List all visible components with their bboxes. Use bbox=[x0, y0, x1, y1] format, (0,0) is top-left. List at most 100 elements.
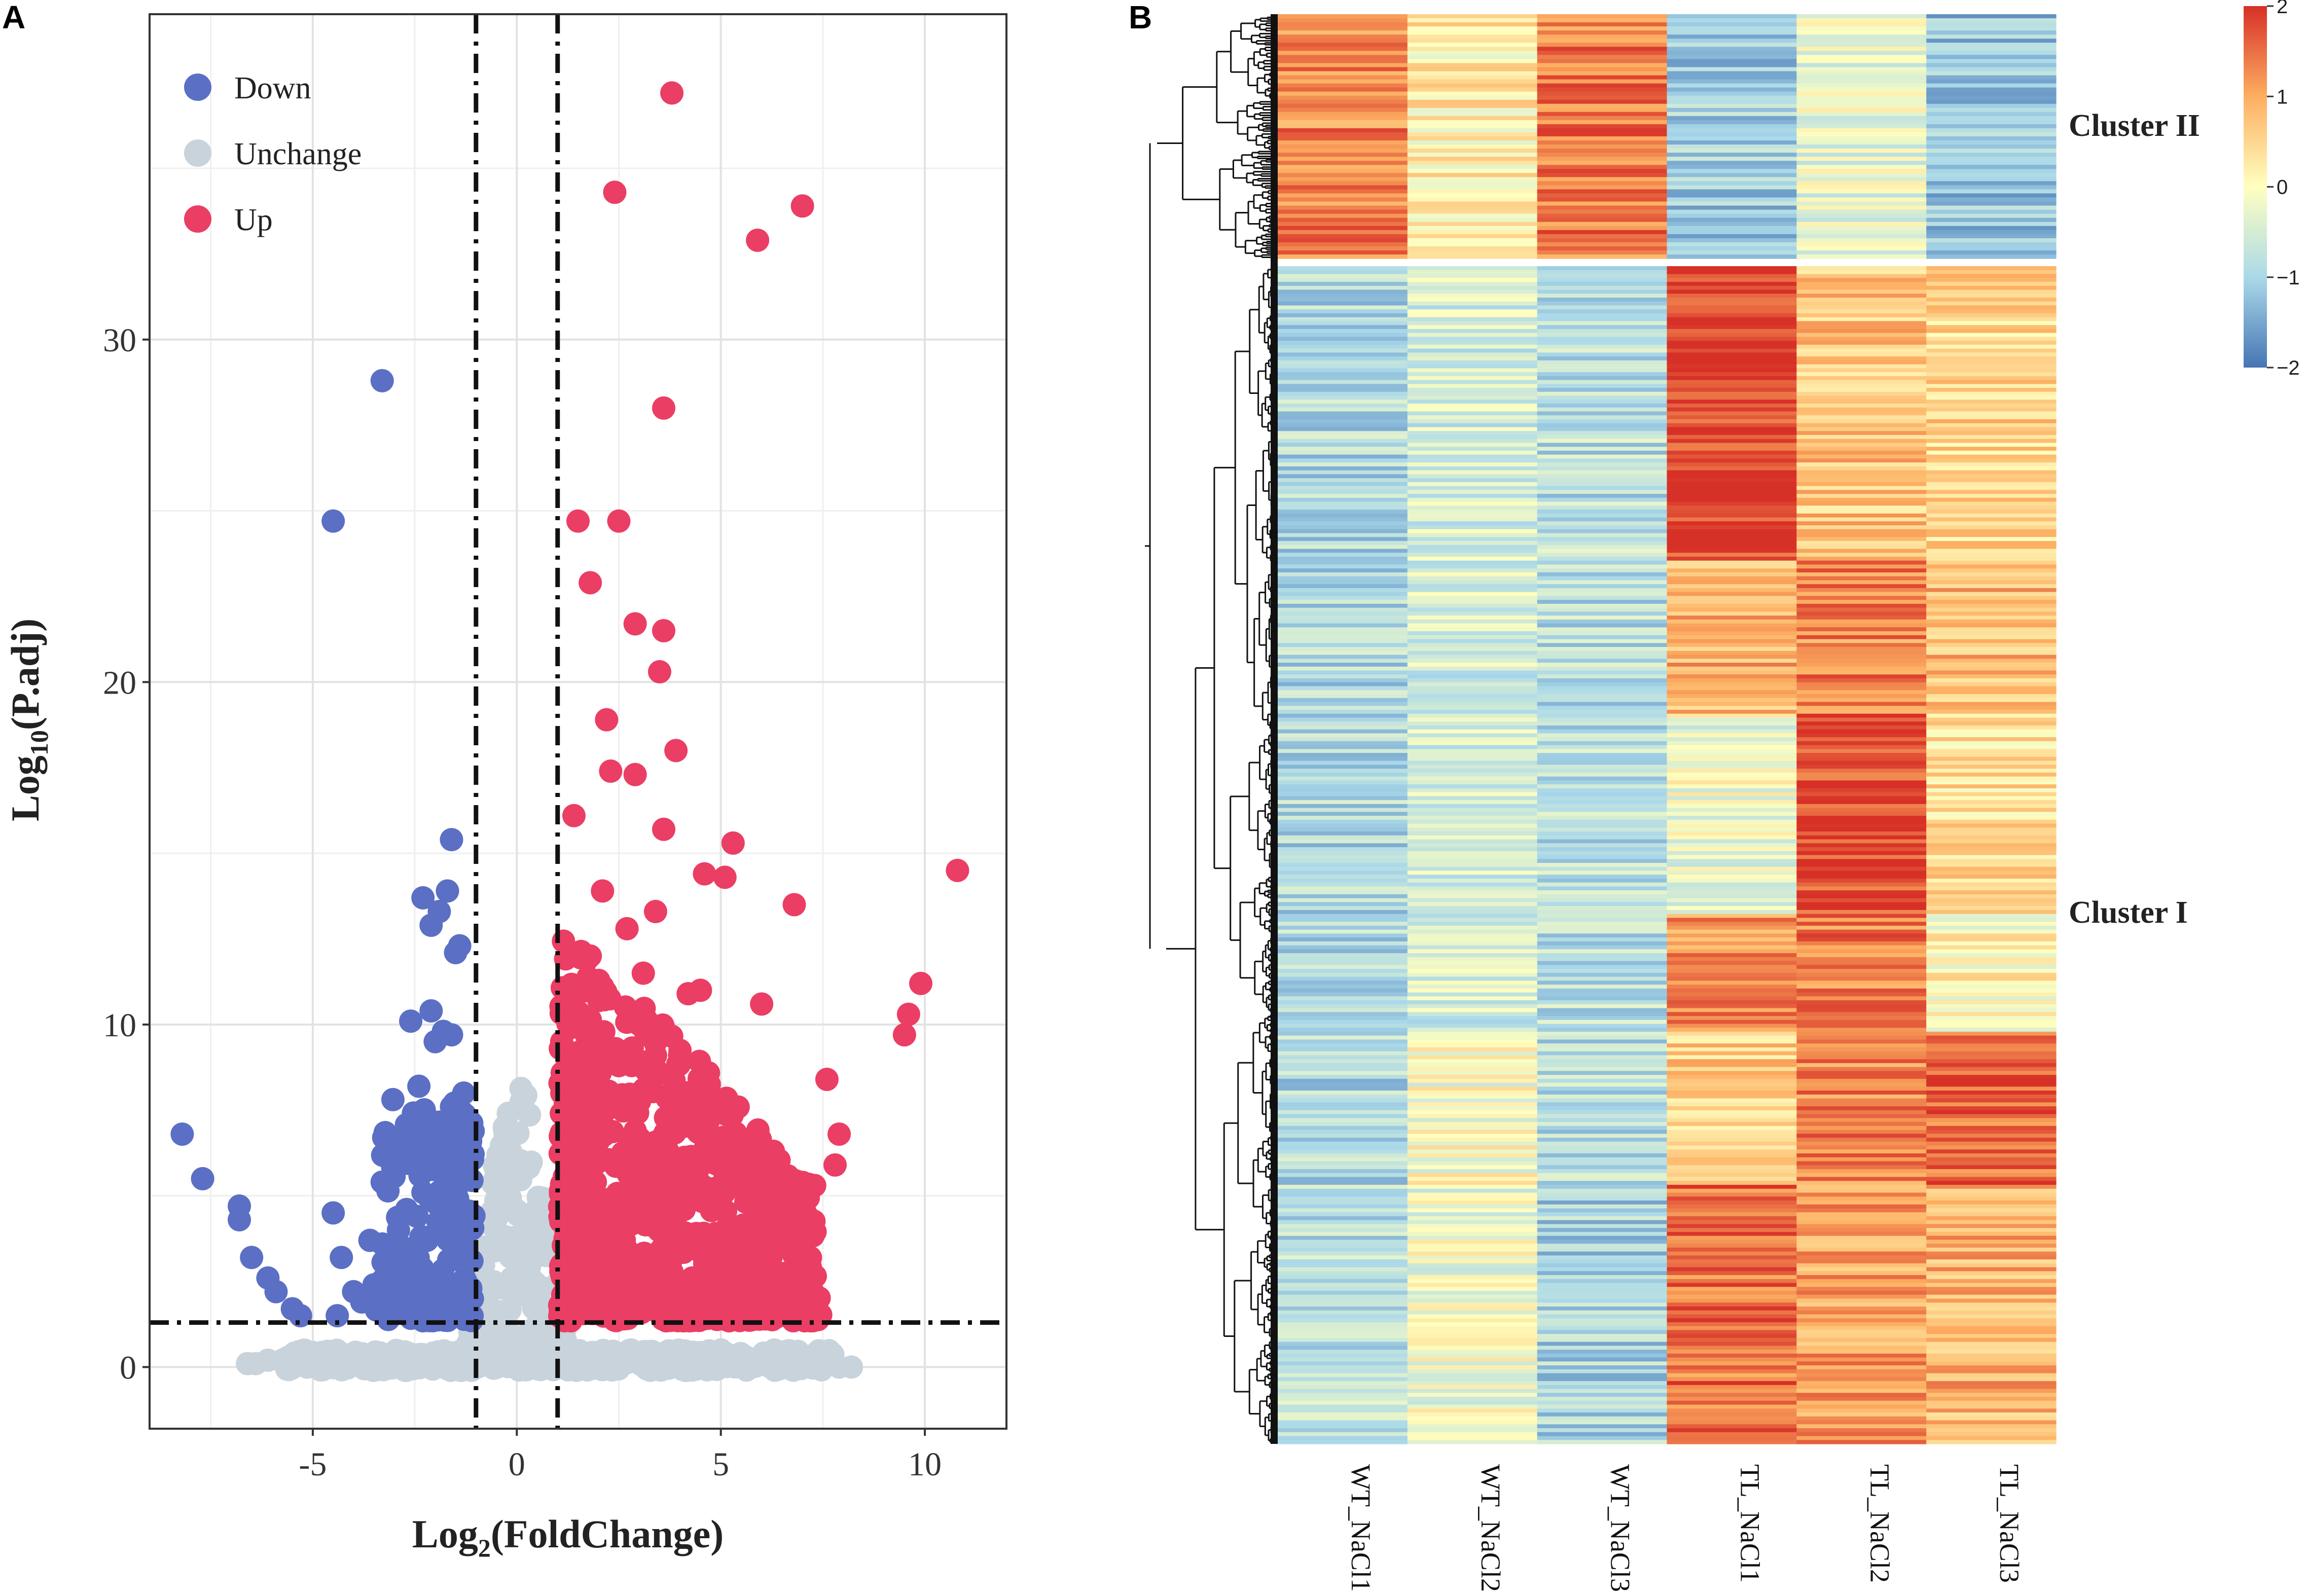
heatmap-cell bbox=[1407, 808, 1538, 812]
heatmap-cell bbox=[1796, 450, 1927, 455]
heatmap-cell bbox=[1407, 177, 1538, 182]
heatmap-cell bbox=[1796, 709, 1927, 714]
heatmap-cell bbox=[1926, 702, 2057, 706]
heatmap-cell bbox=[1278, 564, 1408, 569]
heatmap-cell bbox=[1278, 230, 1408, 235]
heatmap-cell bbox=[1796, 925, 1927, 930]
heatmap-cell bbox=[1926, 317, 2057, 322]
heatmap-row bbox=[1278, 765, 2057, 769]
point-unchange bbox=[529, 1237, 553, 1261]
heatmap-cell bbox=[1278, 925, 1408, 930]
heatmap-cell bbox=[1278, 839, 1408, 844]
heatmap-cell bbox=[1926, 352, 2057, 357]
point-up bbox=[596, 1037, 620, 1061]
heatmap-row bbox=[1278, 835, 2057, 840]
heatmap-row bbox=[1278, 209, 2057, 214]
heatmap-cell bbox=[1278, 690, 1408, 695]
heatmap-row bbox=[1278, 79, 2057, 84]
heatmap-cell bbox=[1537, 14, 1668, 19]
heatmap-cell bbox=[1407, 337, 1538, 341]
heatmap-cell bbox=[1407, 937, 1538, 942]
heatmap-cell bbox=[1796, 647, 1927, 651]
heatmap-cell bbox=[1667, 922, 1797, 926]
heatmap-cell bbox=[1278, 116, 1408, 121]
heatmap-cell bbox=[1796, 855, 1927, 859]
heatmap-row bbox=[1278, 270, 2057, 275]
heatmap-row bbox=[1278, 395, 2057, 400]
heatmap-cell bbox=[1278, 266, 1408, 271]
point-up bbox=[591, 879, 615, 903]
heatmap-cell bbox=[1278, 510, 1408, 514]
heatmap-row bbox=[1278, 827, 2057, 832]
heatmap-cell bbox=[1796, 756, 1927, 761]
heatmap-cell bbox=[1796, 205, 1927, 210]
heatmap-row bbox=[1278, 458, 2057, 463]
point-up bbox=[568, 1184, 592, 1208]
point-up bbox=[607, 509, 631, 533]
heatmap-row bbox=[1278, 725, 2057, 730]
point-up bbox=[790, 194, 814, 218]
point-up bbox=[693, 862, 716, 886]
heatmap-cell bbox=[1926, 831, 2057, 836]
point-unchange bbox=[510, 1151, 534, 1175]
heatmap-cell bbox=[1278, 462, 1408, 467]
heatmap-cell bbox=[1407, 906, 1538, 911]
heatmap-cell bbox=[1667, 525, 1797, 530]
heatmap-row bbox=[1278, 75, 2057, 80]
heatmap-row bbox=[1278, 181, 2057, 186]
heatmap-cell bbox=[1667, 929, 1797, 934]
heatmap-cell bbox=[1407, 670, 1538, 675]
heatmap-cell bbox=[1796, 201, 1927, 206]
heatmap-cell bbox=[1407, 557, 1538, 561]
heatmap-cell bbox=[1407, 238, 1538, 243]
heatmap-row bbox=[1278, 26, 2057, 31]
heatmap-row bbox=[1278, 776, 2057, 781]
heatmap-row bbox=[1278, 434, 2057, 440]
heatmap-cell bbox=[1796, 560, 1927, 565]
heatmap-cell bbox=[1407, 55, 1538, 59]
point-unchange bbox=[705, 1350, 729, 1373]
heatmap-cell bbox=[1667, 588, 1797, 593]
heatmap-cell bbox=[1278, 439, 1408, 444]
point-down bbox=[460, 1249, 484, 1273]
heatmap-cell bbox=[1278, 862, 1408, 867]
heatmap-cell bbox=[1926, 765, 2057, 769]
heatmap-cell bbox=[1537, 281, 1668, 286]
heatmap-cell bbox=[1667, 55, 1797, 59]
heatmap-cell bbox=[1926, 466, 2057, 471]
heatmap-cell bbox=[1537, 521, 1668, 526]
heatmap-cell bbox=[1537, 560, 1668, 565]
heatmap-cell bbox=[1796, 890, 1927, 895]
heatmap-cell bbox=[1667, 800, 1797, 805]
point-down bbox=[456, 1300, 480, 1324]
heatmap-row bbox=[1278, 274, 2057, 278]
point-unchange bbox=[236, 1352, 260, 1375]
heatmap-cell bbox=[1667, 341, 1797, 345]
heatmap-cell bbox=[1926, 501, 2057, 506]
point-up bbox=[549, 1123, 573, 1147]
point-down bbox=[321, 1201, 345, 1225]
heatmap-cell bbox=[1796, 957, 1927, 962]
point-up bbox=[643, 899, 667, 923]
heatmap-row bbox=[1278, 91, 2057, 96]
heatmap-cell bbox=[1278, 274, 1408, 278]
heatmap-cell bbox=[1667, 918, 1797, 922]
heatmap-row bbox=[1278, 906, 2057, 911]
heatmap-cell bbox=[1796, 525, 1927, 530]
heatmap-row bbox=[1278, 34, 2057, 39]
heatmap-row bbox=[1278, 427, 2057, 431]
heatmap-cell bbox=[1667, 843, 1797, 848]
point-down bbox=[370, 1170, 394, 1194]
heatmap-cell bbox=[1407, 914, 1538, 918]
heatmap-cell bbox=[1796, 545, 1927, 550]
point-up bbox=[623, 763, 647, 786]
heatmap-cell bbox=[1796, 75, 1927, 80]
point-up bbox=[550, 1252, 573, 1276]
heatmap-cell bbox=[1407, 364, 1538, 369]
heatmap-cell bbox=[1537, 462, 1668, 467]
heatmap-cell bbox=[1926, 454, 2057, 459]
heatmap-cell bbox=[1407, 741, 1538, 746]
heatmap-cell bbox=[1926, 713, 2057, 718]
heatmap-cell bbox=[1407, 242, 1538, 247]
point-up bbox=[754, 1164, 778, 1187]
